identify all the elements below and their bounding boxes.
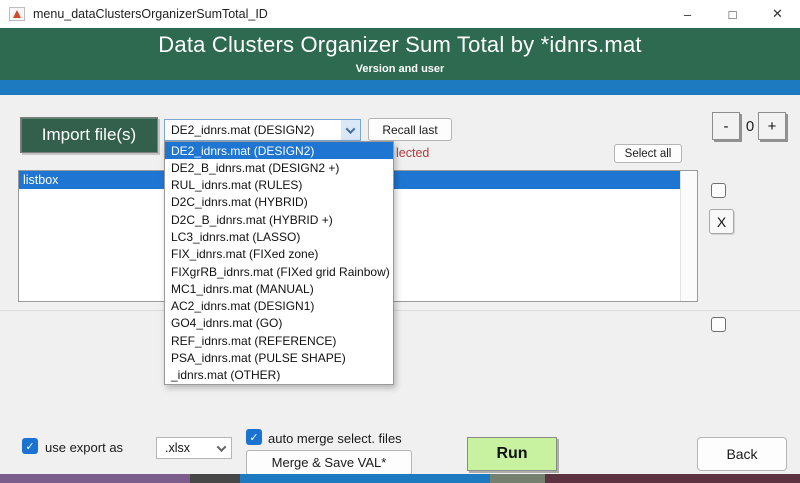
file-type-option[interactable]: DE2_B_idnrs.mat (DESIGN2 +)	[171, 160, 340, 175]
window-controls: – □ ✕	[665, 0, 800, 28]
export-format-value: .xlsx	[165, 441, 190, 455]
file-type-option[interactable]: PSA_idnrs.mat (PULSE SHAPE)	[171, 351, 346, 366]
use-export-checkbox[interactable]: ✓	[22, 438, 38, 454]
file-type-option[interactable]: LC3_idnrs.mat (LASSO)	[171, 230, 301, 245]
recall-last-button[interactable]: Recall last	[368, 118, 452, 141]
file-type-dropdown[interactable]: DE2_idnrs.mat (DESIGN2)	[164, 119, 361, 141]
file-type-option[interactable]: RUL_idnrs.mat (RULES)	[171, 178, 303, 193]
use-export-label: use export as	[45, 440, 124, 455]
files-selected-label: lected	[396, 146, 430, 160]
import-files-button[interactable]: Import file(s)	[20, 117, 158, 153]
check-icon: ✓	[25, 440, 35, 453]
file-type-option[interactable]: GO4_idnrs.mat (GO)	[171, 316, 283, 331]
file-type-dropdown-value: DE2_idnrs.mat (DESIGN2)	[171, 123, 315, 137]
chevron-down-icon[interactable]	[211, 441, 231, 452]
file-type-option[interactable]: AC2_idnrs.mat (DESIGN1)	[171, 299, 315, 314]
page-subtitle: Version and user	[355, 63, 445, 75]
section-divider	[0, 310, 800, 311]
page-title: Data Clusters Organizer Sum Total by *id…	[158, 32, 642, 57]
background-sliver-maroon	[545, 474, 800, 483]
file-type-option[interactable]: DE2_idnrs.mat (DESIGN2)	[165, 142, 393, 160]
accent-strip	[0, 80, 800, 95]
auto-merge-label: auto merge select. files	[268, 431, 402, 446]
side-checkbox-top[interactable]	[711, 183, 726, 198]
background-sliver-dark	[190, 474, 240, 483]
file-type-option[interactable]: _idnrs.mat (OTHER)	[171, 368, 281, 383]
auto-merge-checkbox[interactable]: ✓	[246, 429, 262, 445]
export-format-dropdown[interactable]: .xlsx	[156, 437, 232, 459]
check-icon: ✓	[249, 431, 259, 444]
file-type-option[interactable]: D2C_B_idnrs.mat (HYBRID +)	[171, 212, 333, 227]
file-type-option[interactable]: REF_idnrs.mat (REFERENCE)	[171, 333, 337, 348]
counter-plus-button[interactable]: +	[758, 112, 786, 140]
matlab-icon	[9, 7, 25, 21]
side-checkbox-bottom[interactable]	[711, 317, 726, 332]
maximize-icon[interactable]: □	[728, 6, 737, 22]
header-banner: Data Clusters Organizer Sum Total by *id…	[0, 28, 800, 80]
run-button[interactable]: Run	[467, 437, 557, 471]
minimize-icon[interactable]: –	[683, 6, 692, 22]
counter-minus-button[interactable]: -	[712, 112, 740, 140]
counter-value: 0	[745, 118, 755, 135]
file-type-option[interactable]: D2C_idnrs.mat (HYBRID)	[171, 195, 308, 210]
background-sliver-blue	[240, 474, 490, 483]
background-sliver-olive	[490, 474, 545, 483]
background-sliver-purple	[0, 474, 190, 483]
close-icon[interactable]: ✕	[772, 6, 783, 21]
chevron-down-icon[interactable]	[341, 120, 360, 140]
file-type-option[interactable]: FIXgrRB_idnrs.mat (FIXed grid Rainbow)	[171, 264, 390, 279]
merge-save-button[interactable]: Merge & Save VAL*	[246, 450, 412, 475]
file-type-dropdown-list: DE2_idnrs.mat (DESIGN2) DE2_B_idnrs.mat (…	[164, 141, 394, 385]
titlebar: menu_dataClustersOrganizerSumTotal_ID – …	[0, 0, 800, 28]
file-type-option[interactable]: MC1_idnrs.mat (MANUAL)	[171, 281, 314, 296]
listbox-scrollbar[interactable]	[680, 171, 697, 301]
select-all-button[interactable]: Select all	[614, 144, 682, 163]
clear-selection-button[interactable]: X	[709, 209, 734, 234]
back-button[interactable]: Back	[697, 437, 787, 471]
file-type-option[interactable]: FIX_idnrs.mat (FIXed zone)	[171, 247, 319, 262]
window-title: menu_dataClustersOrganizerSumTotal_ID	[33, 7, 268, 21]
